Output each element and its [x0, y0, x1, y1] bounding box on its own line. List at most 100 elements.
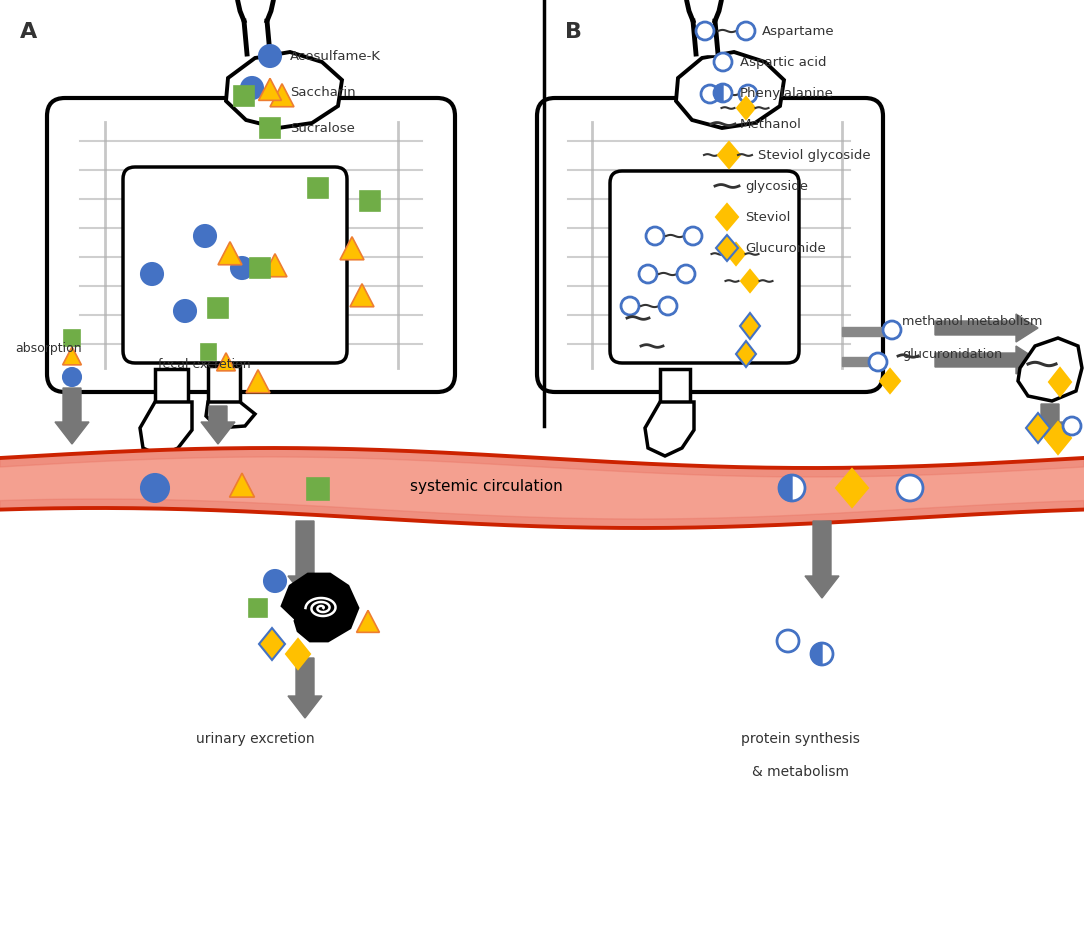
- Bar: [842, 358, 883, 367]
- Circle shape: [646, 227, 664, 246]
- Polygon shape: [676, 53, 784, 129]
- Text: systemic circulation: systemic circulation: [410, 479, 563, 494]
- FancyArrow shape: [935, 346, 1038, 374]
- Circle shape: [63, 369, 81, 387]
- Text: absorption: absorption: [15, 343, 81, 355]
- Polygon shape: [1049, 369, 1071, 397]
- Circle shape: [684, 227, 702, 246]
- Text: Phenylalanine: Phenylalanine: [740, 87, 834, 100]
- Circle shape: [714, 54, 732, 72]
- Circle shape: [241, 78, 263, 100]
- Polygon shape: [779, 475, 792, 502]
- Text: glucuronidation: glucuronidation: [902, 348, 1003, 361]
- Circle shape: [621, 298, 638, 315]
- Bar: [64, 330, 80, 346]
- Text: Steviol: Steviol: [745, 212, 790, 225]
- Polygon shape: [270, 84, 294, 108]
- FancyBboxPatch shape: [537, 99, 883, 392]
- FancyBboxPatch shape: [610, 172, 799, 363]
- Circle shape: [659, 298, 678, 315]
- Bar: [155, 370, 188, 404]
- Polygon shape: [836, 470, 868, 507]
- Polygon shape: [717, 205, 738, 231]
- Polygon shape: [1018, 339, 1082, 402]
- Text: A: A: [20, 22, 37, 42]
- Polygon shape: [357, 610, 379, 633]
- Bar: [308, 179, 328, 198]
- Polygon shape: [1025, 414, 1050, 444]
- Circle shape: [696, 23, 714, 41]
- Polygon shape: [740, 314, 760, 340]
- Polygon shape: [206, 402, 255, 429]
- Text: methanol metabolism: methanol metabolism: [902, 315, 1043, 329]
- Polygon shape: [1045, 422, 1071, 455]
- Text: Saccharin: Saccharin: [291, 86, 356, 99]
- FancyBboxPatch shape: [122, 168, 347, 363]
- Bar: [660, 370, 691, 404]
- Bar: [234, 87, 254, 107]
- Circle shape: [869, 354, 887, 372]
- Polygon shape: [230, 474, 255, 498]
- Polygon shape: [225, 53, 341, 129]
- Polygon shape: [714, 85, 723, 103]
- Polygon shape: [741, 271, 759, 293]
- Text: B: B: [565, 22, 582, 42]
- Polygon shape: [263, 255, 287, 277]
- Circle shape: [1063, 417, 1081, 435]
- Polygon shape: [645, 402, 694, 457]
- Circle shape: [194, 226, 216, 248]
- FancyBboxPatch shape: [47, 99, 455, 392]
- Circle shape: [259, 46, 281, 68]
- Circle shape: [264, 570, 286, 592]
- Polygon shape: [282, 575, 358, 641]
- Circle shape: [141, 475, 169, 503]
- Text: Aspartame: Aspartame: [762, 25, 835, 38]
- Circle shape: [701, 86, 719, 104]
- Circle shape: [777, 630, 799, 652]
- Circle shape: [737, 23, 754, 41]
- Text: Steviol glycoside: Steviol glycoside: [758, 150, 870, 162]
- Text: Aspartic acid: Aspartic acid: [740, 56, 826, 69]
- FancyArrow shape: [935, 314, 1038, 343]
- FancyArrow shape: [1033, 404, 1067, 445]
- Bar: [842, 328, 883, 337]
- Bar: [360, 192, 380, 212]
- Polygon shape: [340, 238, 364, 260]
- Circle shape: [714, 85, 732, 103]
- Polygon shape: [140, 402, 192, 457]
- Circle shape: [779, 475, 805, 502]
- Text: Acesulfame-K: Acesulfame-K: [291, 51, 380, 64]
- Bar: [208, 299, 228, 318]
- Bar: [201, 345, 216, 360]
- Circle shape: [739, 86, 757, 104]
- Circle shape: [141, 264, 163, 285]
- Polygon shape: [259, 628, 285, 660]
- Polygon shape: [811, 643, 822, 665]
- Text: Sucralose: Sucralose: [291, 123, 354, 136]
- Polygon shape: [218, 242, 242, 266]
- Polygon shape: [727, 243, 745, 266]
- Polygon shape: [0, 448, 1084, 477]
- Text: & metabolism: & metabolism: [751, 764, 849, 778]
- Bar: [208, 367, 240, 404]
- Circle shape: [896, 475, 922, 502]
- Polygon shape: [737, 98, 754, 120]
- Polygon shape: [246, 371, 270, 393]
- Bar: [250, 258, 270, 279]
- Polygon shape: [880, 370, 900, 393]
- Polygon shape: [286, 639, 310, 669]
- Polygon shape: [717, 236, 738, 262]
- Circle shape: [231, 257, 253, 280]
- Polygon shape: [217, 354, 235, 372]
- Text: urinary excretion: urinary excretion: [196, 731, 314, 745]
- Polygon shape: [350, 285, 374, 307]
- Text: Methanol: Methanol: [740, 118, 802, 131]
- FancyArrow shape: [805, 521, 839, 598]
- Circle shape: [175, 300, 196, 323]
- Bar: [249, 599, 267, 618]
- Text: Glucuronide: Glucuronide: [745, 242, 826, 256]
- Circle shape: [678, 266, 695, 284]
- Circle shape: [883, 322, 901, 340]
- Polygon shape: [0, 500, 1084, 529]
- FancyArrow shape: [288, 658, 322, 718]
